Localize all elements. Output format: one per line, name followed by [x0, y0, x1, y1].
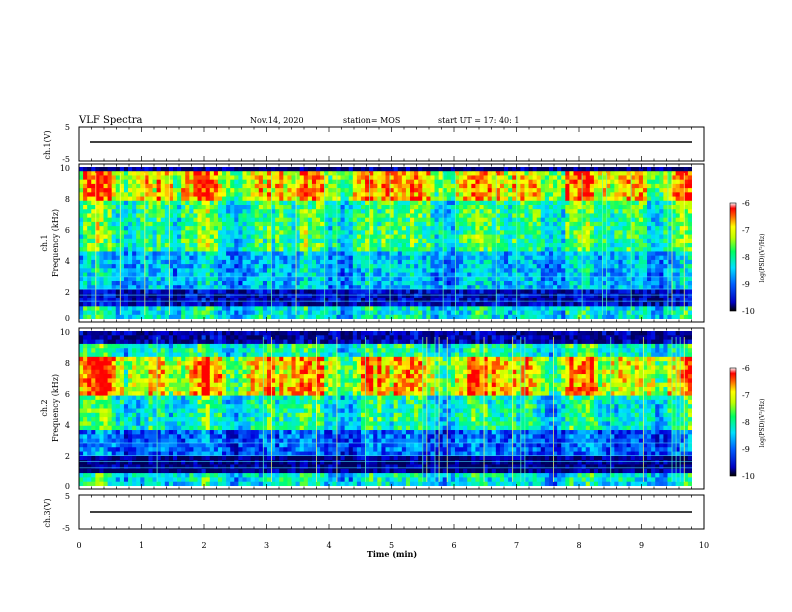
ch1-freq-tick-2: 2 [65, 288, 70, 297]
ch1-ytick-top: 5 [65, 123, 70, 132]
x-tick-label: 9 [639, 541, 644, 550]
station-label: station= MOS [343, 116, 400, 125]
ch2-freq-tick-4: 4 [65, 421, 70, 430]
ch1-ylabel-frequency: Frequency (kHz) [51, 209, 60, 277]
cbar1-tick-4: -10 [742, 307, 755, 316]
axis-ticks [78, 127, 705, 529]
ch1-waveform-panel: 5 -5 ch.1(V) [43, 123, 705, 164]
x-tick-label: 2 [201, 541, 206, 550]
x-tick-label: 7 [514, 541, 519, 550]
ch2-freq-tick-6: 6 [65, 390, 70, 399]
ch3-ytick-bottom: -5 [62, 524, 70, 533]
x-axis-label: Time (min) [367, 549, 417, 559]
ch2-freq-tick-2: 2 [65, 452, 70, 461]
cbar2-tick-4: -10 [742, 472, 755, 481]
date-label: Nov.14, 2020 [250, 116, 304, 125]
cbar2-label: log(PSD)(V²/Hz) [759, 399, 766, 448]
x-tick-label: 0 [76, 541, 81, 550]
x-tick-label: 4 [326, 541, 331, 550]
ch1-freq-tick-4: 4 [65, 257, 70, 266]
ch3-ytick-top: 5 [65, 492, 70, 501]
ch1-ytick-bottom: -5 [62, 155, 70, 164]
cbar1-tick-0: -6 [742, 199, 750, 208]
ch1-spectrogram-image [79, 167, 692, 319]
x-tick-label: 5 [389, 541, 394, 550]
start-time-label: start UT = 17: 40: 1 [438, 116, 519, 125]
cbar1-tick-3: -9 [742, 280, 750, 289]
cbar2-tick-3: -9 [742, 445, 750, 454]
ch1-spectrogram-panel: 0 2 4 6 8 10 ch.1 Frequency (kHz) [40, 163, 705, 323]
ch1-waveform-ylabel: ch.1(V) [43, 130, 52, 159]
x-tick-label: 1 [139, 541, 144, 550]
ch1-colorbar: -6 -7 -8 -9 -10 log(PSD)(V²/Hz) [729, 199, 766, 316]
ch2-colorbar: -6 -7 -8 -9 -10 log(PSD)(V²/Hz) [729, 364, 766, 481]
x-tick-label: 8 [576, 541, 581, 550]
figure-title: VLF Spectra [78, 115, 143, 126]
ch2-ylabel-frequency: Frequency (kHz) [51, 374, 60, 442]
x-tick-label: 10 [699, 541, 709, 550]
cbar2-tick-1: -7 [742, 391, 750, 400]
cbar1-tick-1: -7 [742, 226, 750, 235]
ch1-ylabel-channel: ch.1 [40, 234, 49, 251]
ch2-freq-tick-10: 10 [60, 328, 70, 337]
ch1-freq-tick-0: 0 [65, 314, 70, 323]
ch1-freq-tick-6: 6 [65, 226, 70, 235]
x-tick-label: 6 [451, 541, 456, 550]
ch2-freq-tick-8: 8 [65, 359, 70, 368]
x-tick-label: 3 [264, 541, 269, 550]
ch2-spectrogram-image [79, 331, 692, 486]
ch3-waveform-ylabel: ch.3(V) [43, 498, 52, 527]
ch1-freq-tick-10: 10 [60, 164, 70, 173]
cbar1-label: log(PSD)(V²/Hz) [759, 234, 766, 283]
cbar1-tick-2: -8 [742, 253, 750, 262]
x-tick-labels: 0 1 2 3 4 5 6 7 8 9 10 [76, 541, 709, 550]
ch2-ylabel-channel: ch.2 [40, 399, 49, 416]
ch2-freq-tick-0: 0 [65, 482, 70, 491]
cbar2-tick-0: -6 [742, 364, 750, 373]
ch2-spectrogram-panel: 0 2 4 6 8 10 ch.2 Frequency (kHz) [40, 327, 705, 491]
ch1-freq-tick-8: 8 [65, 195, 70, 204]
cbar2-tick-2: -8 [742, 418, 750, 427]
ch3-waveform-panel: 5 -5 ch.3(V) [43, 492, 705, 533]
